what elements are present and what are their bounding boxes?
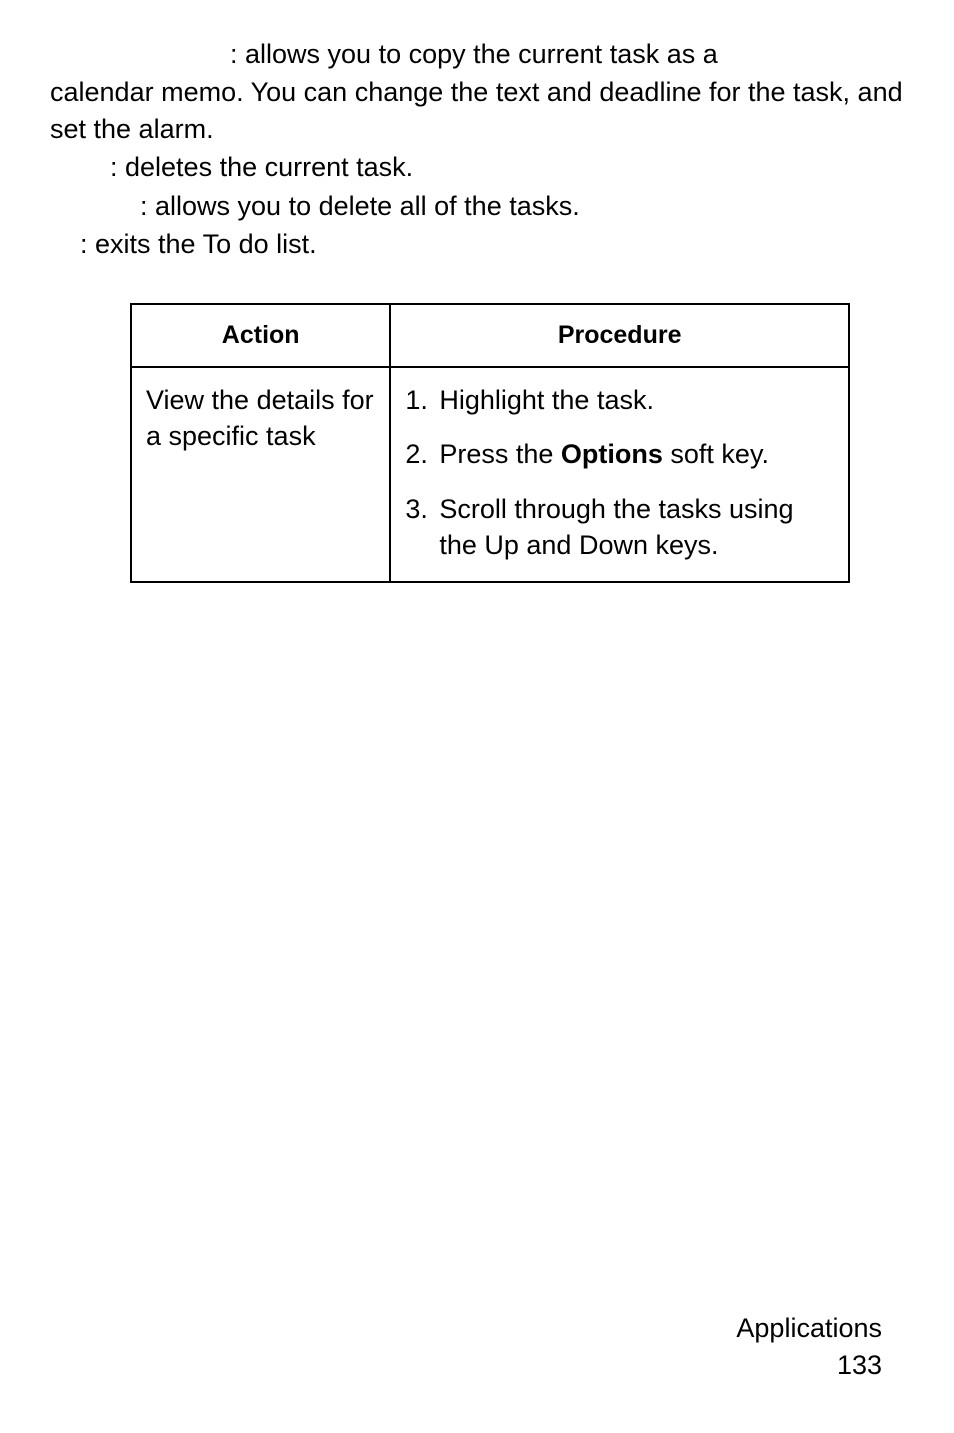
intro-line3-text: : allows you to delete all of the tasks.: [140, 191, 580, 221]
cell-procedure: 1. Highlight the task. 2. Press the Opti…: [390, 367, 849, 583]
step-2: 2. Press the Options soft key.: [405, 436, 834, 472]
step-2-num: 2.: [405, 436, 439, 472]
step-1-text: Highlight the task.: [439, 382, 834, 418]
step-1-before: Highlight the task.: [439, 385, 654, 415]
footer-section: Applications: [736, 1310, 882, 1346]
intro-line4: : exits the To do list.: [50, 226, 904, 262]
step-2-bold: Options: [561, 439, 663, 469]
intro-line1-cont: calendar memo. You can change the text a…: [50, 74, 904, 147]
cell-action: View the details for a specific task: [131, 367, 390, 583]
table-header-row: Action Procedure: [131, 304, 849, 367]
intro-line2: : deletes the current task.: [50, 149, 904, 185]
step-3-text: Scroll through the tasks using the Up an…: [439, 491, 834, 564]
intro-text: : allows you to copy the current task as…: [50, 36, 904, 263]
intro-line1-lead-text: : allows you to copy the current task as…: [230, 39, 718, 69]
page-footer: Applications 133: [736, 1310, 882, 1383]
step-3: 3. Scroll through the tasks using the Up…: [405, 491, 834, 564]
intro-line1-lead: : allows you to copy the current task as…: [50, 36, 904, 72]
step-2-before: Press the: [439, 439, 561, 469]
header-procedure: Procedure: [390, 304, 849, 367]
step-1: 1. Highlight the task.: [405, 382, 834, 418]
procedure-table: Action Procedure View the details for a …: [130, 303, 850, 584]
step-3-num: 3.: [405, 491, 439, 564]
intro-line3: : allows you to delete all of the tasks.: [50, 188, 904, 224]
intro-line2-text: : deletes the current task.: [110, 152, 413, 182]
footer-page: 133: [736, 1347, 882, 1383]
table-row: View the details for a specific task 1. …: [131, 367, 849, 583]
header-action: Action: [131, 304, 390, 367]
step-3-before: Scroll through the tasks using the Up an…: [439, 494, 793, 560]
step-2-after: soft key.: [663, 439, 769, 469]
step-1-num: 1.: [405, 382, 439, 418]
step-2-text: Press the Options soft key.: [439, 436, 834, 472]
intro-line4-text: : exits the To do list.: [80, 229, 317, 259]
